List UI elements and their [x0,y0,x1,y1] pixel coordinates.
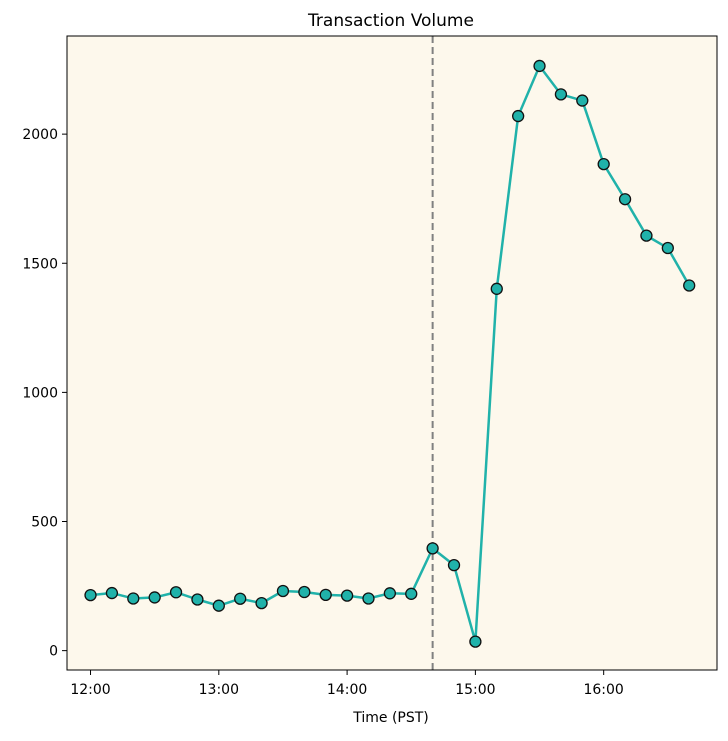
chart-title: Transaction Volume [307,11,474,31]
data-point [447,559,461,572]
data-point [105,586,119,600]
data-point [84,588,97,602]
data-point [148,591,161,604]
data-point [512,109,525,123]
x-tick-label: 12:00 [70,682,110,698]
data-point [234,592,247,605]
data-point [405,587,418,600]
y-axis: 0 500 1000 1500 2000 [22,127,67,660]
x-tick-label: 16:00 [583,682,623,698]
x-axis: 12:00 13:00 14:00 15:00 16:00 [70,670,624,698]
plot-area [67,36,717,670]
data-point [426,542,439,555]
data-point [212,599,225,612]
data-point [255,596,268,610]
data-points [84,59,696,648]
data-point [469,635,482,648]
y-tick-label: 2000 [22,127,58,143]
x-axis-label: Time (PST) [352,710,429,726]
data-point [597,157,610,171]
data-point [618,193,632,206]
y-tick-label: 1500 [22,256,58,272]
x-tick-label: 13:00 [199,682,239,698]
data-point [640,229,653,242]
data-point [191,593,204,606]
x-tick-label: 15:00 [455,682,495,698]
data-point [127,592,140,605]
data-point [683,279,696,292]
data-point [383,587,397,600]
data-point [533,59,546,73]
y-tick-label: 1000 [22,385,58,401]
data-point [276,584,290,598]
data-point [490,282,503,295]
x-tick-label: 14:00 [327,682,367,698]
data-point [661,241,674,255]
data-point [319,588,332,601]
data-point [340,589,354,602]
data-point [169,586,183,599]
y-tick-label: 0 [49,644,58,660]
data-point [362,592,375,605]
plot-frame [66,35,718,671]
y-tick-label: 500 [31,515,58,531]
data-point [554,88,568,101]
data-point [298,585,311,599]
data-point [576,94,589,107]
